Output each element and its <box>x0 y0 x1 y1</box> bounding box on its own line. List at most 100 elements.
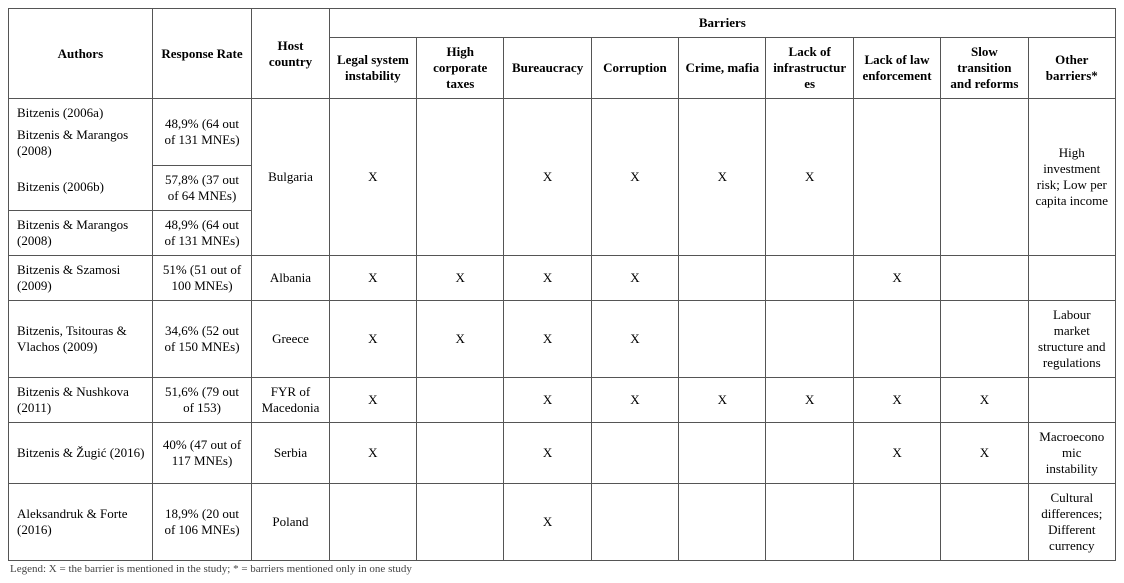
table-row: Bitzenis (2006a) Bitzenis & Marangos (20… <box>9 99 1116 166</box>
cell-mark <box>766 422 853 483</box>
cell-mark <box>679 300 766 377</box>
cell-authors: Aleksandruk & Forte (2016) <box>9 483 153 560</box>
cell-mark <box>417 377 504 422</box>
cell-mark: X <box>329 99 416 256</box>
cell-mark: X <box>941 377 1028 422</box>
cell-authors: Bitzenis & Žugić (2016) <box>9 422 153 483</box>
author-entry: Bitzenis (2006a) <box>17 105 146 121</box>
cell-mark: X <box>504 99 591 256</box>
cell-mark <box>329 483 416 560</box>
cell-mark: X <box>591 377 678 422</box>
col-corrupt: Corruption <box>591 38 678 99</box>
cell-mark <box>853 300 940 377</box>
cell-response-rate: 51% (51 out of 100 MNEs) <box>152 255 252 300</box>
col-crime: Crime, mafia <box>679 38 766 99</box>
cell-mark: X <box>679 99 766 256</box>
cell-mark <box>853 99 940 256</box>
cell-other <box>1028 377 1115 422</box>
col-law: Lack of law enforcement <box>853 38 940 99</box>
cell-response-rate: 34,6% (52 out of 150 MNEs) <box>152 300 252 377</box>
cell-mark: X <box>853 255 940 300</box>
cell-host: Albania <box>252 255 329 300</box>
cell-response-rate: 40% (47 out of 117 MNEs) <box>152 422 252 483</box>
cell-other: High investment risk; Low per capita inc… <box>1028 99 1115 256</box>
col-bureau: Bureaucracy <box>504 38 591 99</box>
cell-response-rate: 57,8% (37 out of 64 MNEs) <box>152 165 252 210</box>
cell-mark: X <box>504 300 591 377</box>
cell-mark: X <box>591 255 678 300</box>
cell-mark <box>417 422 504 483</box>
cell-authors: Bitzenis & Szamosi (2009) <box>9 255 153 300</box>
cell-mark <box>679 422 766 483</box>
table-row: Aleksandruk & Forte (2016) 18,9% (20 out… <box>9 483 1116 560</box>
cell-mark <box>766 300 853 377</box>
cell-mark: X <box>853 422 940 483</box>
col-legal: Legal system instability <box>329 38 416 99</box>
cell-other: Cultural differences; Different currency <box>1028 483 1115 560</box>
cell-mark: X <box>504 483 591 560</box>
col-other: Other barriers* <box>1028 38 1115 99</box>
cell-mark: X <box>329 377 416 422</box>
cell-mark: X <box>329 255 416 300</box>
cell-mark <box>941 255 1028 300</box>
cell-host: FYR of Macedonia <box>252 377 329 422</box>
cell-authors: Bitzenis & Nushkova (2011) <box>9 377 153 422</box>
cell-host: Greece <box>252 300 329 377</box>
cell-other: Labour market structure and regulations <box>1028 300 1115 377</box>
table-legend: Legend: X = the barrier is mentioned in … <box>8 563 1116 575</box>
cell-mark <box>853 483 940 560</box>
cell-mark <box>766 483 853 560</box>
cell-host: Bulgaria <box>252 99 329 256</box>
cell-response-rate: 48,9% (64 out of 131 MNEs) <box>152 210 252 255</box>
cell-mark: X <box>417 255 504 300</box>
cell-mark <box>591 483 678 560</box>
col-response-rate: Response Rate <box>152 9 252 99</box>
cell-other <box>1028 255 1115 300</box>
cell-mark: X <box>591 99 678 256</box>
col-taxes: High corporate taxes <box>417 38 504 99</box>
col-host-country: Host country <box>252 9 329 99</box>
cell-other: Macroeconomic instability <box>1028 422 1115 483</box>
cell-mark: X <box>591 300 678 377</box>
cell-authors: Bitzenis, Tsitouras & Vlachos (2009) <box>9 300 153 377</box>
cell-mark: X <box>941 422 1028 483</box>
cell-mark: X <box>853 377 940 422</box>
cell-mark <box>941 300 1028 377</box>
author-entry: Bitzenis & Marangos (2008) <box>17 127 146 159</box>
table-row: Bitzenis & Žugić (2016) 40% (47 out of 1… <box>9 422 1116 483</box>
cell-mark <box>941 99 1028 256</box>
cell-authors: Bitzenis (2006a) Bitzenis & Marangos (20… <box>9 99 153 166</box>
cell-authors: Bitzenis (2006b) <box>9 165 153 210</box>
cell-response-rate: 51,6% (79 out of 153) <box>152 377 252 422</box>
cell-mark: X <box>329 300 416 377</box>
cell-response-rate: 48,9% (64 out of 131 MNEs) <box>152 99 252 166</box>
header-row-1: Authors Response Rate Host country Barri… <box>9 9 1116 38</box>
col-slow: Slow transition and reforms <box>941 38 1028 99</box>
cell-mark: X <box>504 422 591 483</box>
cell-mark: X <box>766 99 853 256</box>
cell-host: Poland <box>252 483 329 560</box>
col-barriers-group: Barriers <box>329 9 1115 38</box>
cell-mark <box>766 255 853 300</box>
col-authors: Authors <box>9 9 153 99</box>
cell-mark: X <box>504 255 591 300</box>
cell-host: Serbia <box>252 422 329 483</box>
cell-mark: X <box>417 300 504 377</box>
cell-mark <box>679 483 766 560</box>
table-row: Bitzenis & Szamosi (2009) 51% (51 out of… <box>9 255 1116 300</box>
col-infra: Lack of infrastructures <box>766 38 853 99</box>
cell-mark <box>417 99 504 256</box>
cell-authors: Bitzenis & Marangos (2008) <box>9 210 153 255</box>
table-row: Bitzenis, Tsitouras & Vlachos (2009) 34,… <box>9 300 1116 377</box>
cell-mark <box>941 483 1028 560</box>
barriers-table: Authors Response Rate Host country Barri… <box>8 8 1116 561</box>
cell-response-rate: 18,9% (20 out of 106 MNEs) <box>152 483 252 560</box>
cell-mark <box>679 255 766 300</box>
cell-mark: X <box>766 377 853 422</box>
table-row: Bitzenis & Nushkova (2011) 51,6% (79 out… <box>9 377 1116 422</box>
cell-mark: X <box>679 377 766 422</box>
cell-mark: X <box>504 377 591 422</box>
cell-mark: X <box>329 422 416 483</box>
cell-mark <box>417 483 504 560</box>
cell-mark <box>591 422 678 483</box>
